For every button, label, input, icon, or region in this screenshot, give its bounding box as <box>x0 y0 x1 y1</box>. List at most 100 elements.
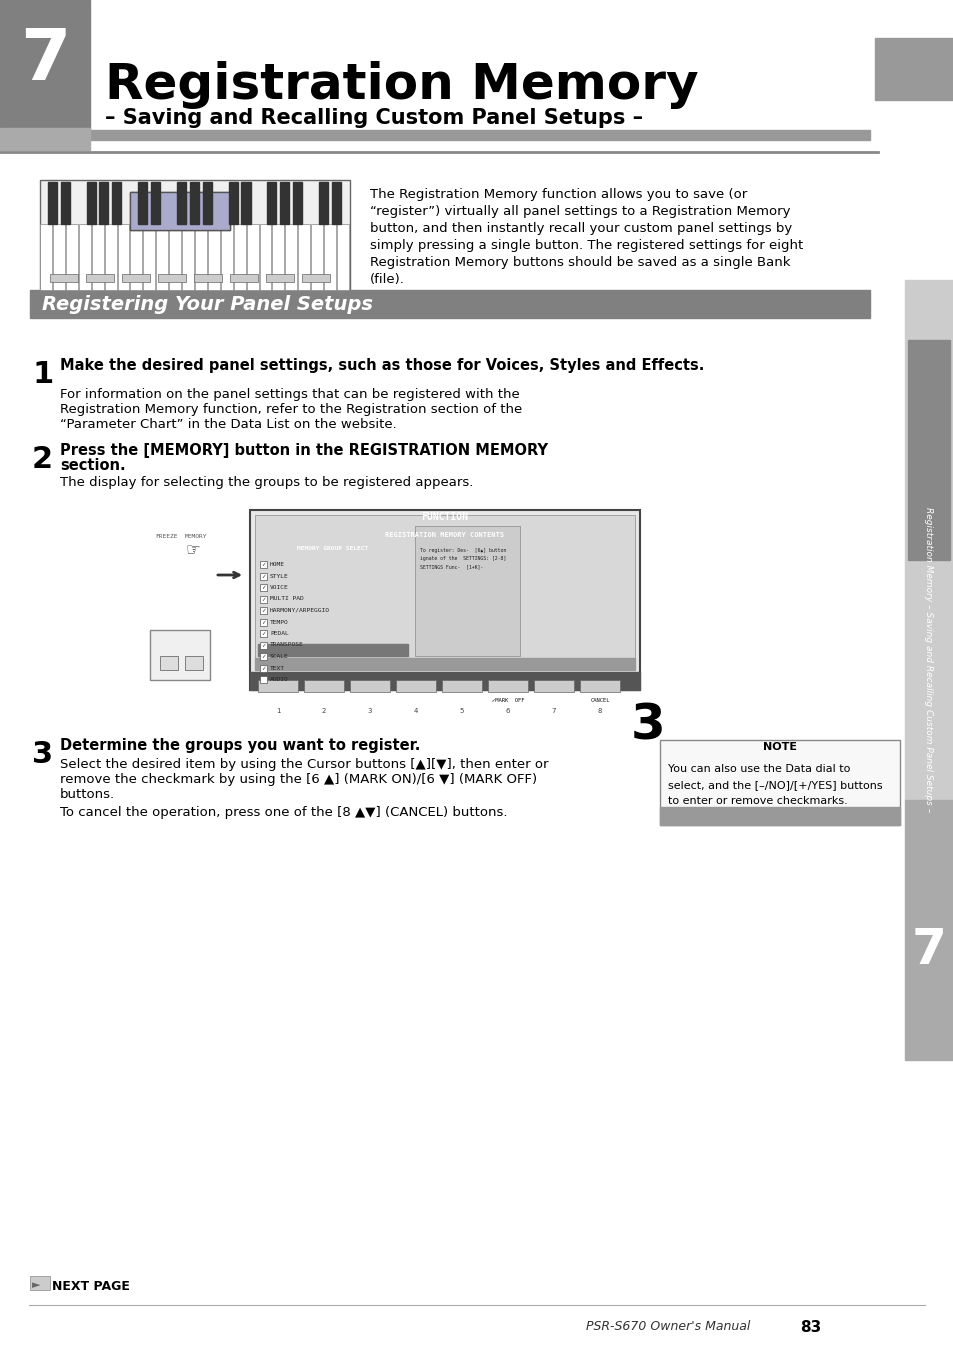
Text: 3: 3 <box>367 708 372 714</box>
Bar <box>260 561 267 568</box>
Text: Select the desired item by using the Cursor buttons [▲][▼], then enter or: Select the desired item by using the Cur… <box>60 758 548 771</box>
Text: section.: section. <box>60 458 126 473</box>
Bar <box>185 656 203 670</box>
Bar <box>30 290 869 318</box>
Bar <box>48 182 57 224</box>
Bar <box>79 224 91 290</box>
Text: ►: ► <box>32 1281 40 1290</box>
Text: AUDIO: AUDIO <box>270 677 289 682</box>
Text: ✓: ✓ <box>261 597 266 603</box>
Bar <box>257 679 297 692</box>
Bar <box>230 274 257 282</box>
Bar <box>151 182 160 224</box>
Text: 4: 4 <box>414 708 417 714</box>
Bar <box>324 224 335 290</box>
Bar <box>130 191 230 231</box>
Text: ignate of the  SETTINGS: [2-8]: ignate of the SETTINGS: [2-8] <box>419 555 506 561</box>
Bar <box>52 224 65 290</box>
Text: ☞: ☞ <box>186 541 200 559</box>
Text: 83: 83 <box>800 1320 821 1335</box>
Bar <box>260 619 267 625</box>
Text: ✓MARK  OFF: ✓MARK OFF <box>491 697 524 702</box>
Text: The display for selecting the groups to be registered appears.: The display for selecting the groups to … <box>60 476 473 489</box>
Bar <box>285 224 297 290</box>
Bar <box>247 224 258 290</box>
Text: Press the [MEMORY] button in the REGISTRATION MEMORY: Press the [MEMORY] button in the REGISTR… <box>60 443 547 458</box>
Bar <box>190 182 198 224</box>
Text: ✓: ✓ <box>261 608 266 613</box>
Bar <box>336 224 349 290</box>
Bar <box>659 740 899 825</box>
Bar <box>0 129 869 140</box>
Text: FUNCTION: FUNCTION <box>421 512 468 522</box>
Text: SETTINGS Func-  [1+K]-: SETTINGS Func- [1+K]- <box>419 563 483 569</box>
Text: “Parameter Chart” in the Data List on the website.: “Parameter Chart” in the Data List on th… <box>60 418 396 431</box>
Text: simply pressing a single button. The registered settings for eight: simply pressing a single button. The reg… <box>370 239 802 252</box>
Bar <box>260 630 267 638</box>
Bar <box>143 224 155 290</box>
Bar <box>87 182 95 224</box>
Text: ✓: ✓ <box>261 655 266 659</box>
Bar <box>122 274 150 282</box>
Bar <box>0 0 90 129</box>
Bar <box>293 182 302 224</box>
Bar <box>298 224 310 290</box>
Bar <box>257 644 408 656</box>
Bar <box>260 665 267 671</box>
Text: You can also use the Data dial to: You can also use the Data dial to <box>667 764 849 774</box>
Bar <box>61 182 70 224</box>
Text: HOME: HOME <box>270 562 285 568</box>
Text: button, and then instantly recall your custom panel settings by: button, and then instantly recall your c… <box>370 222 791 235</box>
Bar <box>233 224 246 290</box>
Bar <box>395 679 436 692</box>
Bar <box>193 274 222 282</box>
Bar <box>0 128 90 150</box>
Text: remove the checkmark by using the [6 ▲] (MARK ON)/[6 ▼] (MARK OFF): remove the checkmark by using the [6 ▲] … <box>60 772 537 786</box>
Text: ✓: ✓ <box>261 620 266 625</box>
Bar <box>50 274 78 282</box>
Bar <box>250 673 639 690</box>
Text: 1: 1 <box>32 360 53 390</box>
Bar <box>194 224 207 290</box>
Text: ✓: ✓ <box>261 574 266 580</box>
Text: For information on the panel settings that can be registered with the: For information on the panel settings th… <box>60 388 519 400</box>
Text: (file).: (file). <box>370 274 404 286</box>
Bar <box>86 274 113 282</box>
Text: 7: 7 <box>911 926 945 975</box>
Bar <box>904 280 953 799</box>
Text: ✓: ✓ <box>261 585 266 590</box>
Text: ✓: ✓ <box>261 666 266 671</box>
Bar <box>259 224 272 290</box>
Text: Registering Your Panel Setups: Registering Your Panel Setups <box>42 295 373 314</box>
Bar <box>112 182 121 224</box>
Bar <box>267 182 276 224</box>
Bar <box>40 181 350 290</box>
Text: REGISTRATION MEMORY CONTENTS: REGISTRATION MEMORY CONTENTS <box>385 532 504 538</box>
Text: VOICE: VOICE <box>270 585 289 590</box>
Text: 5: 5 <box>459 708 464 714</box>
Bar <box>99 182 109 224</box>
Text: PEDAL: PEDAL <box>270 631 289 636</box>
Text: 2: 2 <box>321 708 326 714</box>
Bar <box>150 630 210 679</box>
Bar <box>260 642 267 648</box>
Text: 2: 2 <box>32 445 53 474</box>
Bar <box>659 807 899 825</box>
Text: Registration Memory buttons should be saved as a single Bank: Registration Memory buttons should be sa… <box>370 256 790 270</box>
Text: to enter or remove checkmarks.: to enter or remove checkmarks. <box>667 797 847 806</box>
Bar <box>260 675 267 683</box>
Text: TEXT: TEXT <box>270 666 285 670</box>
Text: Registration Memory function, refer to the Registration section of the: Registration Memory function, refer to t… <box>60 403 521 417</box>
Text: buttons.: buttons. <box>60 789 115 801</box>
Text: 8: 8 <box>598 708 601 714</box>
Text: 7: 7 <box>551 708 556 714</box>
Text: Registration Memory – Saving and Recalling Custom Panel Setups –: Registration Memory – Saving and Recalli… <box>923 507 933 813</box>
Bar <box>105 224 116 290</box>
Text: HARMONY/ARPEGGIO: HARMONY/ARPEGGIO <box>270 608 330 613</box>
Bar <box>350 679 390 692</box>
Bar <box>311 224 323 290</box>
Text: NEXT PAGE: NEXT PAGE <box>52 1281 130 1293</box>
Bar <box>169 224 181 290</box>
Text: 3: 3 <box>32 740 53 768</box>
Bar <box>302 274 330 282</box>
